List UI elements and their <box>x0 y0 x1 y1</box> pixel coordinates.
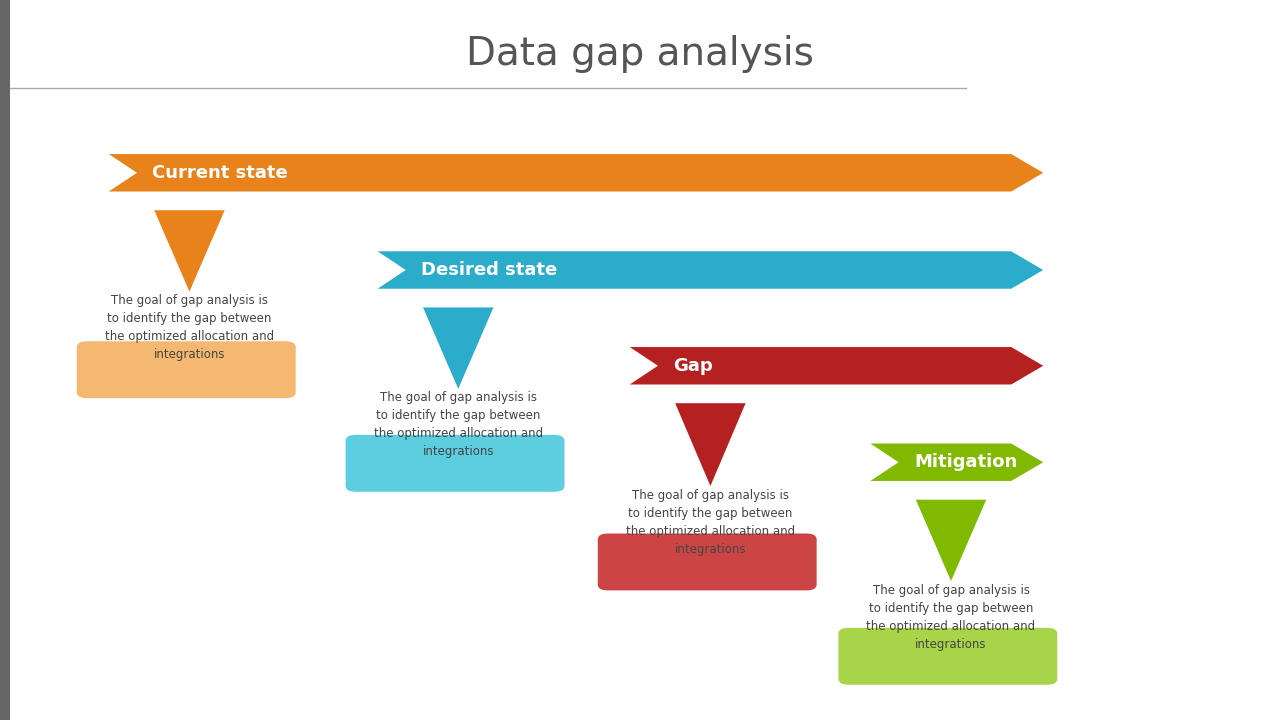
Text: Data gap analysis: Data gap analysis <box>466 35 814 73</box>
Polygon shape <box>109 154 1043 192</box>
Text: Current state: Current state <box>152 163 288 181</box>
Polygon shape <box>916 500 987 581</box>
Text: Desired state: Desired state <box>421 261 557 279</box>
Text: The goal of gap analysis is
to identify the gap between
the optimized allocation: The goal of gap analysis is to identify … <box>374 391 543 459</box>
FancyBboxPatch shape <box>77 341 296 398</box>
FancyBboxPatch shape <box>838 628 1057 685</box>
Bar <box>0 0 10 720</box>
Text: The goal of gap analysis is
to identify the gap between
the optimized allocation: The goal of gap analysis is to identify … <box>867 583 1036 651</box>
FancyBboxPatch shape <box>346 435 564 492</box>
Polygon shape <box>630 347 1043 384</box>
Polygon shape <box>378 251 1043 289</box>
Polygon shape <box>422 307 494 389</box>
FancyBboxPatch shape <box>598 534 817 590</box>
Text: Mitigation: Mitigation <box>914 454 1018 472</box>
Polygon shape <box>676 403 745 486</box>
Text: The goal of gap analysis is
to identify the gap between
the optimized allocation: The goal of gap analysis is to identify … <box>626 488 795 556</box>
Text: The goal of gap analysis is
to identify the gap between
the optimized allocation: The goal of gap analysis is to identify … <box>105 294 274 361</box>
Text: Gap: Gap <box>673 356 713 374</box>
Polygon shape <box>155 210 225 292</box>
Polygon shape <box>870 444 1043 481</box>
